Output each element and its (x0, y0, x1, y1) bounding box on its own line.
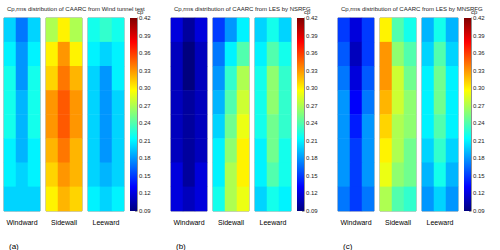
svg-text:0.30: 0.30 (473, 85, 485, 91)
svg-text:0.09: 0.09 (473, 208, 485, 214)
svg-text:0.21: 0.21 (139, 138, 151, 144)
svg-text:Sidewall: Sidewall (51, 219, 78, 226)
svg-text:0.39: 0.39 (473, 33, 485, 39)
svg-text:0.33: 0.33 (306, 68, 318, 74)
svg-text:0.21: 0.21 (306, 138, 318, 144)
svg-text:0.42: 0.42 (473, 15, 485, 21)
svg-text:Cp,rms distribution of CAARC f: Cp,rms distribution of CAARC from LES by… (174, 6, 311, 12)
svg-text:0.15: 0.15 (306, 173, 318, 179)
svg-text:Leeward: Leeward (93, 219, 120, 226)
svg-text:0.27: 0.27 (306, 103, 318, 109)
svg-text:0.42: 0.42 (306, 15, 318, 21)
svg-text:0.18: 0.18 (139, 155, 151, 161)
svg-text:0.24: 0.24 (473, 120, 485, 126)
svg-text:0.18: 0.18 (473, 155, 485, 161)
svg-text:0.33: 0.33 (139, 68, 151, 74)
svg-text:0.39: 0.39 (306, 33, 318, 39)
svg-text:0.15: 0.15 (473, 173, 485, 179)
svg-text:Windward: Windward (340, 219, 371, 226)
svg-text:0.24: 0.24 (306, 120, 318, 126)
svg-text:0.12: 0.12 (139, 190, 151, 196)
svg-text:0.36: 0.36 (473, 50, 485, 56)
svg-text:Windward: Windward (6, 219, 37, 226)
svg-text:0.27: 0.27 (139, 103, 151, 109)
svg-text:0.36: 0.36 (139, 50, 151, 56)
svg-text:(c): (c) (343, 242, 353, 250)
svg-text:0.39: 0.39 (139, 33, 151, 39)
svg-text:Cp,rms distribution of CAARC f: Cp,rms distribution of CAARC from Wind t… (7, 6, 145, 12)
svg-text:0.27: 0.27 (473, 103, 485, 109)
svg-text:0.18: 0.18 (306, 155, 318, 161)
svg-text:0.24: 0.24 (139, 120, 151, 126)
svg-text:Sidewall: Sidewall (218, 219, 245, 226)
svg-text:(b): (b) (176, 242, 186, 250)
svg-text:0.36: 0.36 (306, 50, 318, 56)
svg-text:Windward: Windward (173, 219, 204, 226)
svg-text:0.15: 0.15 (139, 173, 151, 179)
svg-text:0.09: 0.09 (139, 208, 151, 214)
svg-text:Leeward: Leeward (427, 219, 454, 226)
svg-text:0.21: 0.21 (473, 138, 485, 144)
svg-text:0.12: 0.12 (306, 190, 318, 196)
svg-text:Leeward: Leeward (260, 219, 287, 226)
svg-text:0.09: 0.09 (306, 208, 318, 214)
svg-text:0.33: 0.33 (473, 68, 485, 74)
svg-text:Cp,rms distribution of CAARC f: Cp,rms distribution of CAARC from LES by… (341, 6, 483, 12)
svg-text:0.30: 0.30 (139, 85, 151, 91)
svg-text:0.42: 0.42 (139, 15, 151, 21)
svg-text:0.12: 0.12 (473, 190, 485, 196)
svg-text:(a): (a) (9, 242, 19, 250)
svg-text:Sidewall: Sidewall (385, 219, 412, 226)
svg-text:0.30: 0.30 (306, 85, 318, 91)
